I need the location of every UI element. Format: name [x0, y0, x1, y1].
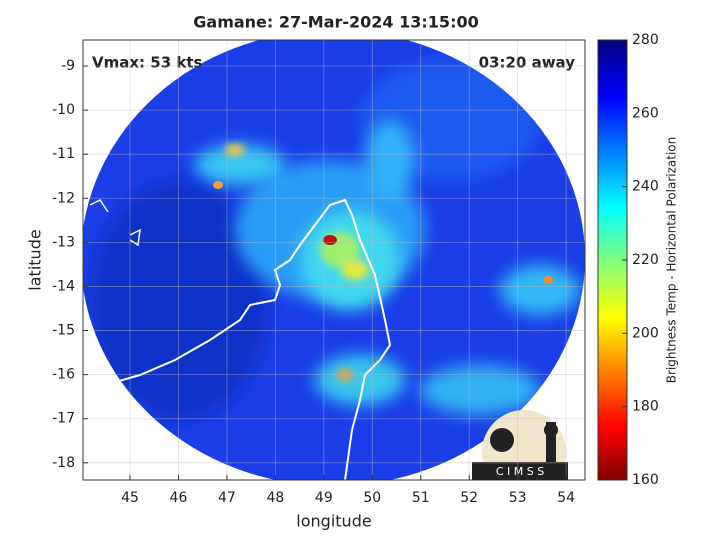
chart-title: Gamane: 27-Mar-2024 13:15:00: [193, 13, 478, 32]
x-tick-label: 53: [509, 490, 527, 506]
y-tick-label: -15: [52, 323, 75, 339]
x-tick-label: 52: [460, 490, 478, 506]
y-tick-label: -10: [52, 102, 75, 118]
satellite-image: [83, 40, 585, 480]
x-tick-label: 45: [121, 490, 139, 506]
x-tick-label: 51: [412, 490, 430, 506]
plot-frame: [82, 39, 586, 481]
colorbar-tick-label: 160: [632, 472, 659, 488]
x-tick-label: 47: [218, 490, 236, 506]
y-tick-label: -17: [52, 411, 75, 427]
colorbar-tick-label: 220: [632, 252, 659, 268]
y-tick-label: -16: [52, 367, 75, 383]
y-tick-label: -12: [52, 190, 75, 206]
colorbar-label: Brightness Temp - Horizontal Polarizatio…: [665, 137, 679, 384]
x-axis-label: longitude: [296, 512, 371, 531]
y-tick-label: -18: [52, 455, 75, 471]
colorbar-tick-label: 240: [632, 179, 659, 195]
logo-text: C I M S S: [496, 465, 544, 478]
x-tick-label: 48: [266, 490, 284, 506]
x-tick-label: 49: [315, 490, 333, 506]
y-tick-label: -9: [61, 58, 75, 74]
y-tick-label: -11: [52, 146, 75, 162]
colorbar-tick-label: 280: [632, 32, 659, 48]
y-axis-label: latitude: [26, 229, 45, 290]
x-tick-label: 46: [170, 490, 188, 506]
colorbar-tick-label: 260: [632, 105, 659, 121]
x-tick-label: 50: [363, 490, 381, 506]
annotation: 03:20 away: [479, 54, 576, 72]
y-tick-label: -13: [52, 234, 75, 250]
y-tick-label: -14: [52, 278, 75, 294]
annotation: Vmax: 53 kts: [92, 54, 202, 72]
colorbar-tick-label: 180: [632, 399, 659, 415]
colorbar-tick-label: 200: [632, 325, 659, 341]
x-tick-label: 54: [557, 490, 575, 506]
